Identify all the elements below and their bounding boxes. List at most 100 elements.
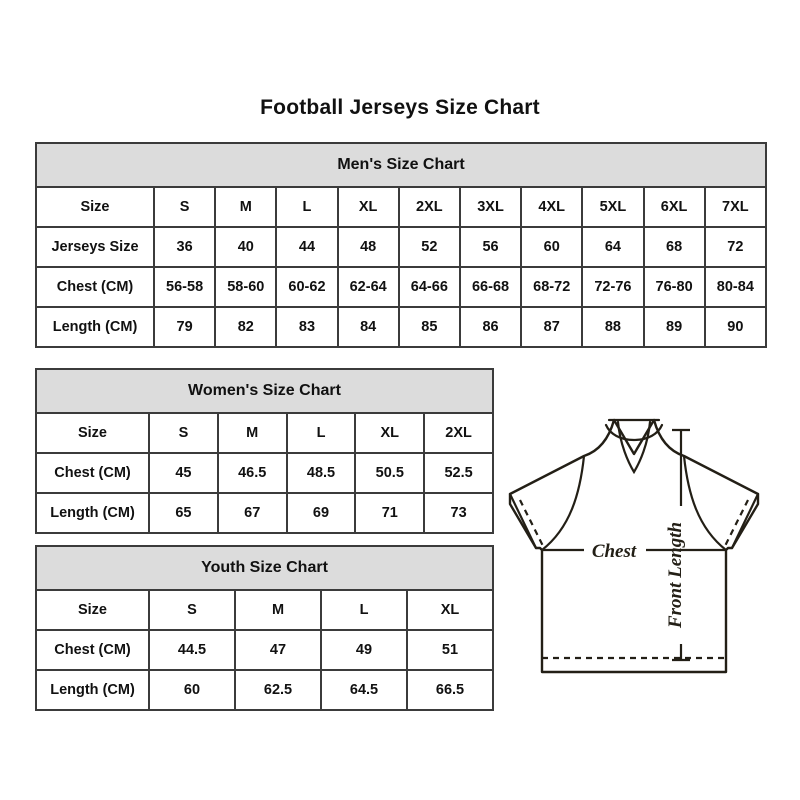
table-cell: 65 (148, 492, 219, 534)
youth-caption-row: Youth Size Chart (35, 545, 494, 591)
table-cell: 60 (520, 226, 584, 268)
table-cell: 82 (214, 306, 278, 348)
table-cell: 88 (581, 306, 645, 348)
mens-table-head: Men's Size Chart Size S M L XL 2XL 3XL 4XL 5XL 6X… (34, 142, 768, 228)
table-cell: 85 (397, 306, 461, 348)
youth-size-table: Youth Size Chart Size S M L XL Chest (CM) 44.… (35, 545, 494, 711)
table-row: Length (CM) 65 67 69 71 73 (35, 492, 494, 534)
youth-size-header-l: L (320, 589, 408, 631)
table-row: Jerseys Size 36 40 44 48 52 56 60 64 68 72 (35, 226, 768, 268)
womens-size-header-label: Size (35, 412, 150, 454)
youth-row-label: Length (CM) (35, 669, 150, 711)
table-cell: 58-60 (214, 266, 278, 308)
page-title: Football Jerseys Size Chart (260, 96, 540, 119)
table-cell: 68 (642, 226, 706, 268)
table-cell: 66-68 (458, 266, 523, 308)
mens-size-header-7xl: 7XL (703, 186, 768, 228)
table-cell: 72-76 (581, 266, 645, 308)
womens-size-header-s: S (148, 412, 219, 454)
table-cell: 62-64 (336, 266, 400, 308)
table-row: Chest (CM) 56-58 58-60 60-62 62-64 64-66 66-68… (35, 266, 768, 308)
table-cell: 64-66 (397, 266, 461, 308)
table-cell: 45 (148, 452, 219, 494)
youth-size-header-m: M (234, 589, 322, 631)
table-cell: 76-80 (642, 266, 706, 308)
mens-caption-row: Men's Size Chart (34, 142, 768, 188)
mens-size-header-row: Size S M L XL 2XL 3XL 4XL 5XL 6XL 7XL (35, 186, 768, 228)
youth-table-caption: Youth Size Chart (35, 545, 494, 591)
table-cell: 44 (275, 226, 339, 268)
table-cell: 52 (397, 226, 461, 268)
table-row: Length (CM) 79 82 83 84 85 86 87 88 89 90 (35, 306, 768, 348)
table-cell: 64 (581, 226, 645, 268)
table-cell: 44.5 (148, 629, 236, 671)
table-cell: 67 (216, 492, 288, 534)
womens-size-header-row: Size S M L XL 2XL (35, 412, 494, 454)
table-cell: 72 (703, 226, 768, 268)
table-cell: 66.5 (406, 669, 494, 711)
youth-size-header-label: Size (35, 589, 150, 631)
mens-size-table: Men's Size Chart Size S M L XL 2XL 3XL 4XL 5XL 6X… (34, 142, 768, 348)
youth-table-body: Chest (CM) 44.5 47 49 51 Length (CM) 60 62.5 64.… (35, 629, 494, 711)
table-cell: 36 (152, 226, 217, 268)
table-cell: 69 (285, 492, 357, 534)
womens-size-header-l: L (285, 412, 357, 454)
youth-size-header-row: Size S M L XL (35, 589, 494, 631)
table-cell: 47 (234, 629, 322, 671)
table-cell: 56-58 (152, 266, 217, 308)
youth-table-head: Youth Size Chart Size S M L XL (35, 545, 494, 631)
womens-caption-row: Women's Size Chart (35, 368, 494, 414)
table-cell: 51 (406, 629, 494, 671)
table-cell: 79 (152, 306, 217, 348)
table-cell: 71 (354, 492, 426, 534)
mens-table-body: Jerseys Size 36 40 44 48 52 56 60 64 68 72 Chest (C… (35, 226, 768, 348)
womens-row-label: Length (CM) (35, 492, 150, 534)
youth-row-label: Chest (CM) (35, 629, 150, 671)
jersey-measurement-diagram: Chest Front Length (496, 408, 772, 684)
table-cell: 62.5 (234, 669, 322, 711)
table-cell: 40 (214, 226, 278, 268)
table-cell: 48.5 (285, 452, 357, 494)
table-cell: 89 (642, 306, 706, 348)
mens-size-header-2xl: 2XL (397, 186, 461, 228)
womens-size-table: Women's Size Chart Size S M L XL 2XL Chest (C… (35, 368, 494, 534)
womens-table-caption: Women's Size Chart (35, 368, 494, 414)
mens-size-header-4xl: 4XL (520, 186, 584, 228)
table-row: Chest (CM) 44.5 47 49 51 (35, 629, 494, 671)
table-cell: 90 (703, 306, 768, 348)
womens-table-body: Chest (CM) 45 46.5 48.5 50.5 52.5 Length (CM) 6… (35, 452, 494, 534)
table-row: Chest (CM) 45 46.5 48.5 50.5 52.5 (35, 452, 494, 494)
table-cell: 60-62 (275, 266, 339, 308)
mens-row-label: Jerseys Size (35, 226, 155, 268)
mens-row-label: Length (CM) (35, 306, 155, 348)
mens-size-header-5xl: 5XL (581, 186, 645, 228)
womens-table-head: Women's Size Chart Size S M L XL 2XL (35, 368, 494, 454)
table-cell: 83 (275, 306, 339, 348)
mens-table-caption: Men's Size Chart (34, 142, 768, 188)
mens-size-header-xl: XL (336, 186, 400, 228)
table-cell: 56 (458, 226, 523, 268)
mens-size-header-l: L (275, 186, 339, 228)
table-cell: 86 (458, 306, 523, 348)
table-cell: 48 (336, 226, 400, 268)
youth-size-header-s: S (148, 589, 236, 631)
table-cell: 80-84 (703, 266, 768, 308)
table-cell: 49 (320, 629, 408, 671)
womens-size-header-xl: XL (354, 412, 426, 454)
table-cell: 64.5 (320, 669, 408, 711)
mens-size-header-s: S (152, 186, 217, 228)
table-cell: 73 (423, 492, 494, 534)
mens-size-header-label: Size (35, 186, 155, 228)
table-cell: 84 (336, 306, 400, 348)
mens-size-header-m: M (214, 186, 278, 228)
table-cell: 52.5 (423, 452, 494, 494)
table-cell: 68-72 (520, 266, 584, 308)
mens-size-header-3xl: 3XL (458, 186, 523, 228)
table-cell: 46.5 (216, 452, 288, 494)
table-cell: 50.5 (354, 452, 426, 494)
mens-size-header-6xl: 6XL (642, 186, 706, 228)
womens-row-label: Chest (CM) (35, 452, 150, 494)
youth-size-header-xl: XL (406, 589, 494, 631)
mens-row-label: Chest (CM) (35, 266, 155, 308)
